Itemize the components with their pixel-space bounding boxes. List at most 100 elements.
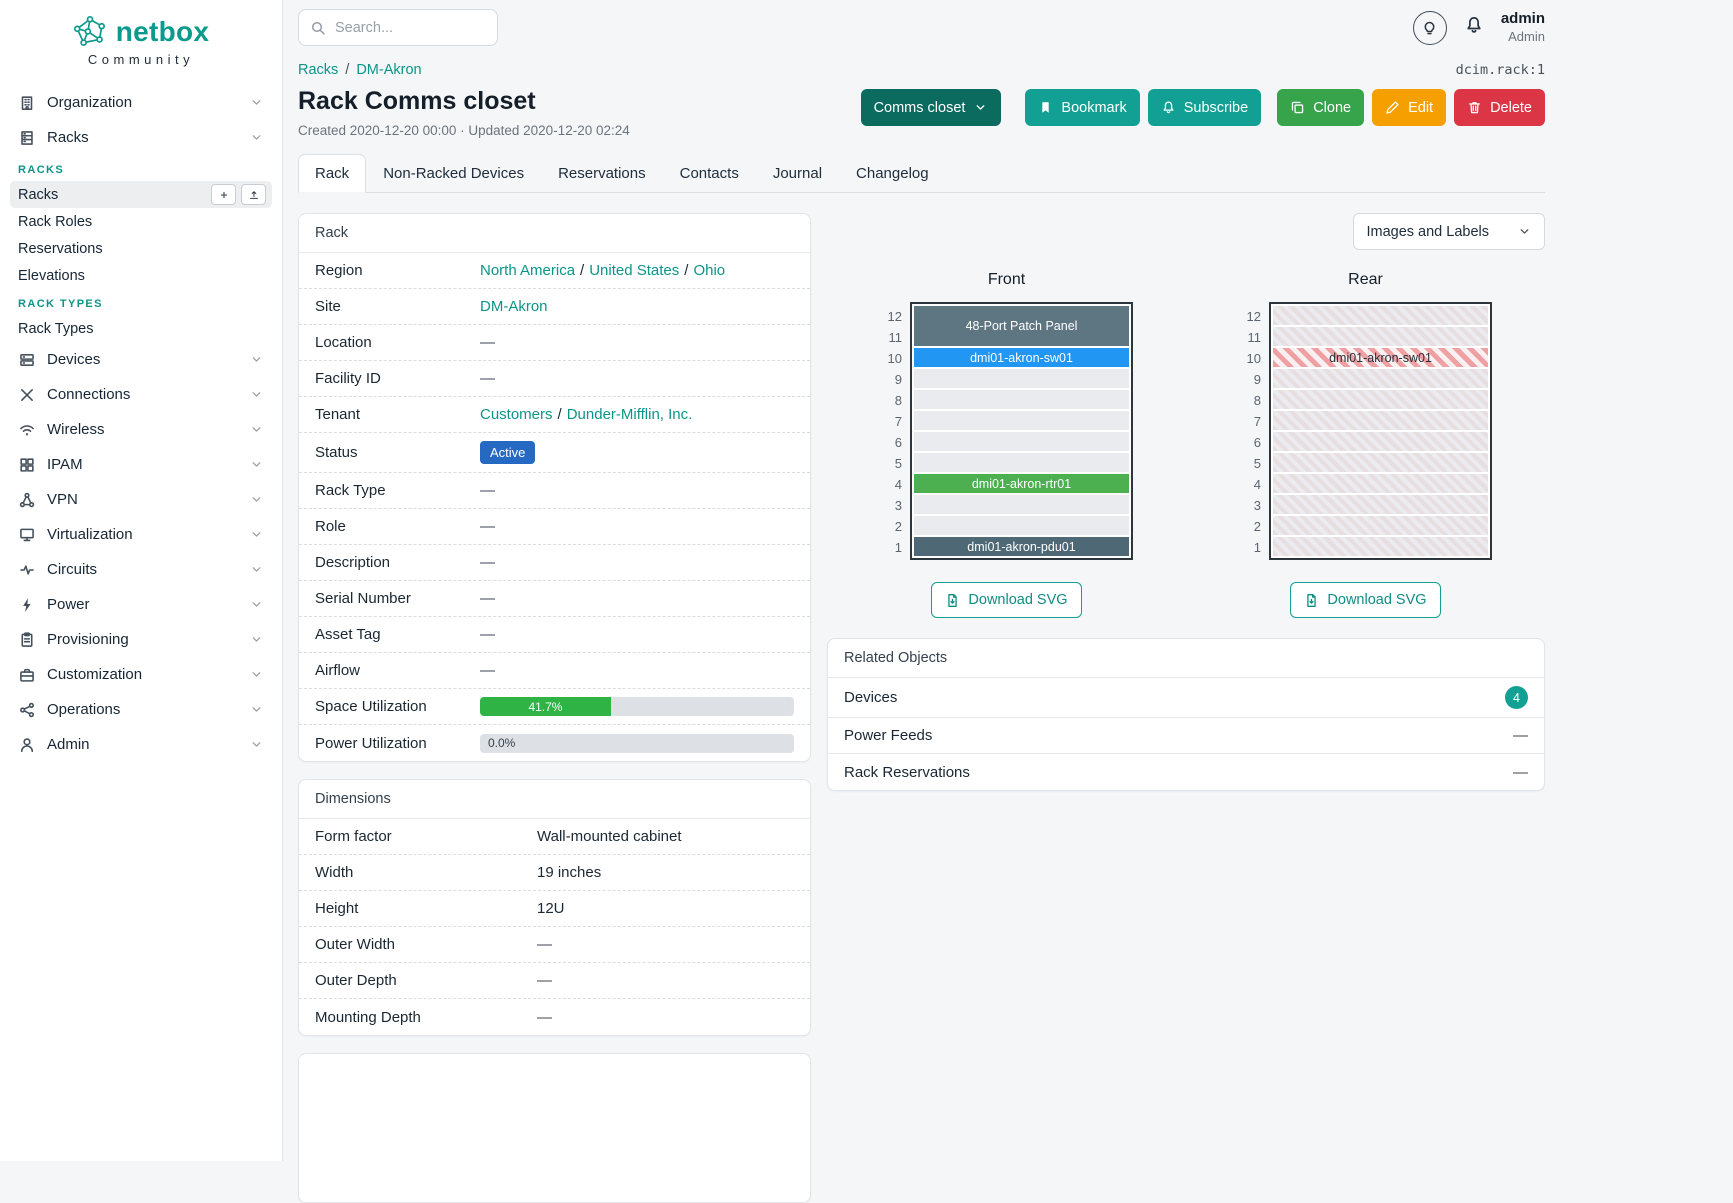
rack-slot-u5[interactable]	[1273, 453, 1488, 472]
attr-value: —	[537, 1009, 794, 1026]
link-ohio[interactable]: Ohio	[693, 262, 726, 279]
rack-context-dropdown[interactable]: Comms closet	[860, 89, 1002, 126]
notifications-button[interactable]	[1464, 15, 1484, 41]
link-north-america[interactable]: North America	[480, 262, 576, 279]
plus-icon	[220, 191, 227, 198]
rack-slot-u7[interactable]	[1273, 411, 1488, 430]
rack-slot-u2[interactable]	[914, 516, 1129, 535]
import-racks-button[interactable]	[241, 184, 266, 205]
unit-number: 6	[1253, 435, 1261, 450]
rack-device-dmi01-akron-pdu01[interactable]: dmi01-akron-pdu01	[914, 537, 1129, 556]
sidebar-item-actions	[211, 184, 266, 205]
rack-slot-u12[interactable]	[1273, 306, 1488, 325]
rack-device-dmi01-akron-rtr01[interactable]: dmi01-akron-rtr01	[914, 474, 1129, 493]
rack-slot-u3[interactable]	[914, 495, 1129, 514]
tab-rack[interactable]: Rack	[298, 154, 367, 193]
rack-slot-u7[interactable]	[914, 411, 1129, 430]
sidebar-item-vpn[interactable]: VPN	[10, 482, 272, 517]
sidebar-item-virtualization[interactable]: Virtualization	[10, 517, 272, 552]
add-rack-button[interactable]	[211, 184, 236, 205]
rack-slot-u5[interactable]	[914, 453, 1129, 472]
rack-slot-u6[interactable]	[914, 432, 1129, 451]
breadcrumb-link-racks[interactable]: Racks	[298, 62, 339, 78]
tab-reservations[interactable]: Reservations	[558, 165, 646, 182]
subscribe-label: Subscribe	[1183, 99, 1249, 116]
sidebar-item-organization[interactable]: Organization	[10, 85, 272, 120]
sidebar-item-power[interactable]: Power	[10, 587, 272, 622]
attr-label: Facility ID	[315, 370, 381, 387]
unit-number: 10	[887, 351, 902, 366]
user-menu[interactable]: admin Admin	[1501, 10, 1545, 45]
rack-card-title: Rack	[299, 214, 810, 253]
tab-changelog[interactable]: Changelog	[856, 165, 929, 182]
chevron-down-icon	[252, 602, 261, 607]
rack-slot-u2[interactable]	[1273, 516, 1488, 535]
delete-button[interactable]: Delete	[1454, 89, 1545, 126]
edit-button[interactable]: Edit	[1372, 89, 1447, 126]
page-meta: Created 2020-12-20 00:00 · Updated 2020-…	[298, 123, 630, 138]
sidebar-item-provisioning[interactable]: Provisioning	[10, 622, 272, 657]
rack-card-body: Region North America / United States / Ohio Si…	[299, 253, 810, 761]
sidebar-item-admin[interactable]: Admin	[10, 727, 272, 762]
download-svg-rear-button[interactable]: Download SVG	[1290, 582, 1441, 618]
sidebar-item-reservations[interactable]: Reservations	[10, 235, 272, 262]
bulb-icon	[1421, 19, 1438, 36]
subscribe-button[interactable]: Subscribe	[1147, 89, 1262, 126]
link-dunder-mifflin-inc[interactable]: Dunder-Mifflin, Inc.	[566, 406, 693, 423]
netbox-logo[interactable]: netbox Community	[0, 0, 282, 71]
related-row-rack-reservations[interactable]: Rack Reservations —	[828, 754, 1544, 790]
sidebar-item-wireless[interactable]: Wireless	[10, 412, 272, 447]
theme-toggle-button[interactable]	[1412, 10, 1447, 45]
rack-frame: dmi01-akron-sw01	[1269, 302, 1492, 560]
rack-slot-u9[interactable]	[1273, 369, 1488, 388]
related-row-power-feeds[interactable]: Power Feeds —	[828, 718, 1544, 754]
sidebar-item-circuits[interactable]: Circuits	[10, 552, 272, 587]
related-objects-card: Related Objects Devices 4 Power Feeds — Rack…	[827, 638, 1545, 791]
link-customers[interactable]: Customers	[480, 406, 553, 423]
unit-number: 12	[887, 309, 902, 324]
tab-contacts[interactable]: Contacts	[679, 165, 739, 182]
rack-slot-u8[interactable]	[1273, 390, 1488, 409]
rack-device-dmi01-akron-sw01[interactable]: dmi01-akron-sw01	[914, 348, 1129, 367]
sidebar-item-connections[interactable]: Connections	[10, 377, 272, 412]
rack-slot-u3[interactable]	[1273, 495, 1488, 514]
rack-device-dmi01-akron-sw01[interactable]: dmi01-akron-sw01	[1273, 348, 1488, 367]
rack-slot-u6[interactable]	[1273, 432, 1488, 451]
rack-slot-u11[interactable]	[1273, 327, 1488, 346]
rack-device-48-port-patch-panel[interactable]: 48-Port Patch Panel	[914, 306, 1129, 346]
sidebar-item-elevations[interactable]: Elevations	[10, 262, 272, 289]
sidebar-item-label: Connections	[47, 386, 131, 403]
attr-value: —	[537, 936, 794, 953]
link-united-states[interactable]: United States	[589, 262, 680, 279]
chevron-down-icon	[252, 707, 261, 712]
clone-button[interactable]: Clone	[1277, 89, 1365, 126]
download-svg-front-button[interactable]: Download SVG	[931, 582, 1082, 618]
bookmark-button[interactable]: Bookmark	[1025, 89, 1140, 126]
bulb-icon	[1424, 21, 1435, 35]
sidebar-item-racks[interactable]: Racks	[10, 120, 272, 155]
tab-non-racked-devices[interactable]: Non-Racked Devices	[383, 165, 525, 182]
rack-slot-u8[interactable]	[914, 390, 1129, 409]
bell-icon	[1163, 101, 1174, 114]
link-dm-akron[interactable]: DM-Akron	[480, 298, 548, 315]
search-input[interactable]	[335, 19, 486, 36]
download-svg-label: Download SVG	[968, 592, 1068, 608]
sidebar-item-racks[interactable]: Racks	[10, 181, 272, 208]
sidebar-item-rack-roles[interactable]: Rack Roles	[10, 208, 272, 235]
attr-label: Location	[315, 334, 372, 351]
sidebar-item-label: Elevations	[18, 267, 85, 284]
delete-label: Delete	[1490, 99, 1532, 116]
sidebar-item-operations[interactable]: Operations	[10, 692, 272, 727]
sidebar-item-ipam[interactable]: IPAM	[10, 447, 272, 482]
sidebar-item-rack-types[interactable]: Rack Types	[10, 315, 272, 342]
rack-slot-u9[interactable]	[914, 369, 1129, 388]
related-row-devices[interactable]: Devices 4	[828, 678, 1544, 718]
rear-elevation-title: Rear	[1348, 271, 1383, 288]
sidebar-item-devices[interactable]: Devices	[10, 342, 272, 377]
rack-slot-u1[interactable]	[1273, 537, 1488, 556]
tab-journal[interactable]: Journal	[772, 165, 823, 182]
sidebar-item-customization[interactable]: Customization	[10, 657, 272, 692]
breadcrumb-link-dm-akron[interactable]: DM-Akron	[356, 62, 422, 78]
rack-slot-u4[interactable]	[1273, 474, 1488, 493]
elevation-view-select[interactable]: Images and Labels	[1353, 213, 1545, 250]
